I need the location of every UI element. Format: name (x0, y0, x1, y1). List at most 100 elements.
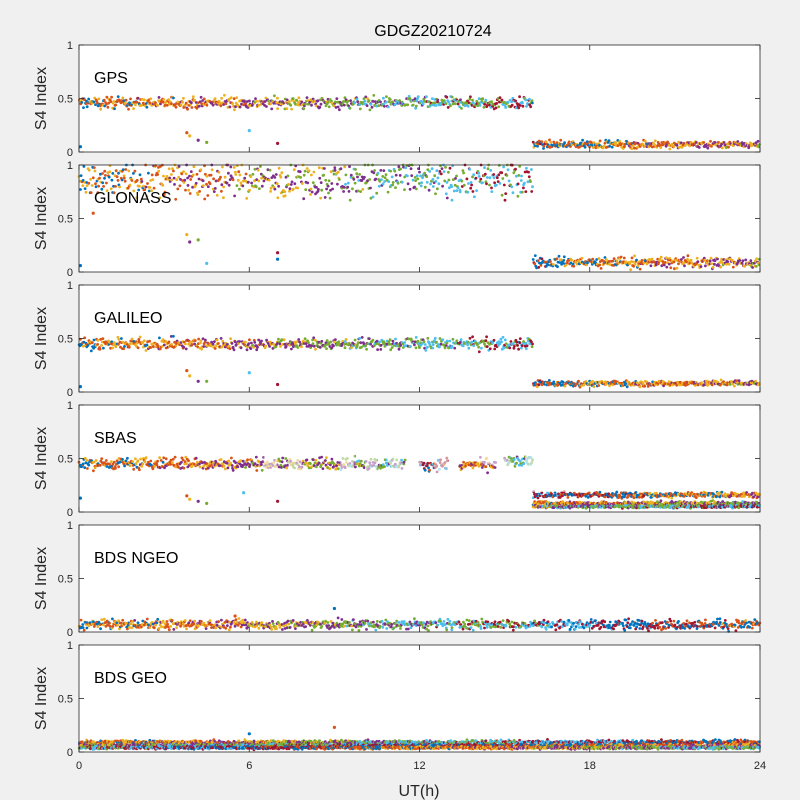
data-point (188, 192, 192, 195)
outlier-point (188, 134, 192, 138)
data-point (399, 344, 403, 347)
data-point (526, 180, 530, 184)
data-point (100, 618, 104, 621)
data-point (537, 266, 541, 269)
data-point (459, 338, 463, 342)
data-point (365, 104, 369, 107)
data-point (112, 460, 116, 464)
data-point (239, 346, 243, 350)
data-point (229, 96, 233, 100)
data-point (377, 104, 381, 107)
data-point (498, 96, 502, 100)
data-point (431, 185, 435, 188)
data-point (531, 258, 535, 261)
outlier-point (188, 374, 192, 378)
data-point (132, 189, 136, 193)
data-point (414, 336, 418, 339)
data-point (167, 167, 171, 171)
data-point (220, 183, 224, 187)
panel-label: GLONASS (94, 190, 171, 207)
data-point (423, 343, 427, 346)
data-point (348, 106, 352, 110)
data-point (266, 168, 270, 172)
data-point (525, 344, 529, 348)
data-point (454, 177, 457, 180)
data-point (673, 267, 676, 271)
data-point (273, 187, 277, 191)
data-point (349, 99, 352, 102)
data-point (634, 141, 638, 145)
data-point (536, 259, 540, 262)
data-point (320, 339, 324, 343)
data-point (205, 103, 209, 107)
data-point (129, 97, 132, 101)
data-point (170, 102, 173, 106)
data-point (336, 105, 340, 109)
y-tick-label: 0 (67, 267, 73, 279)
data-point (201, 179, 205, 183)
data-point (326, 184, 330, 188)
data-point (116, 179, 120, 182)
data-point (140, 97, 144, 101)
data-point (659, 499, 663, 503)
data-point (233, 108, 236, 112)
data-point (202, 621, 206, 625)
data-point (580, 256, 584, 260)
data-point (302, 197, 306, 201)
data-point (227, 183, 231, 187)
data-point (428, 170, 432, 173)
data-point (633, 254, 636, 258)
data-point (211, 342, 215, 346)
data-point (433, 336, 437, 340)
data-point (445, 339, 449, 343)
data-point (219, 104, 223, 108)
data-point (133, 169, 137, 173)
data-point (162, 193, 166, 197)
data-point (531, 140, 535, 144)
data-point (200, 347, 204, 351)
data-point (232, 97, 236, 100)
data-point (291, 97, 295, 100)
data-point (302, 107, 306, 111)
data-point (195, 460, 199, 464)
data-point (480, 346, 483, 350)
data-point (415, 174, 419, 178)
data-point (398, 174, 402, 177)
data-point (555, 257, 559, 261)
data-point (117, 171, 120, 175)
data-point (274, 345, 278, 349)
data-point (615, 259, 619, 263)
data-point (351, 187, 354, 191)
data-point (245, 348, 249, 352)
data-point (430, 97, 434, 100)
data-point (497, 173, 501, 177)
data-point (213, 340, 216, 343)
data-point (751, 266, 754, 269)
data-point (109, 460, 113, 464)
data-point (349, 176, 353, 179)
data-point (94, 103, 97, 106)
data-point (415, 99, 419, 103)
data-point (208, 619, 212, 623)
data-point (510, 100, 513, 104)
data-point (570, 258, 574, 262)
data-point (672, 260, 676, 264)
data-point (276, 96, 279, 100)
data-point (434, 192, 437, 196)
y-tick-label: 1 (67, 280, 73, 292)
data-point (449, 104, 452, 108)
data-point (296, 346, 300, 349)
data-point (717, 140, 720, 144)
data-point (275, 101, 278, 104)
data-point (199, 95, 203, 99)
data-point (227, 459, 231, 463)
data-point (530, 345, 534, 349)
data-point (533, 254, 537, 257)
data-point (227, 171, 230, 175)
y-tick-label: 0.5 (58, 454, 73, 466)
data-point (577, 379, 580, 383)
data-point (117, 465, 121, 469)
data-point (324, 178, 328, 182)
data-point (521, 101, 524, 105)
outlier-point (196, 238, 200, 242)
